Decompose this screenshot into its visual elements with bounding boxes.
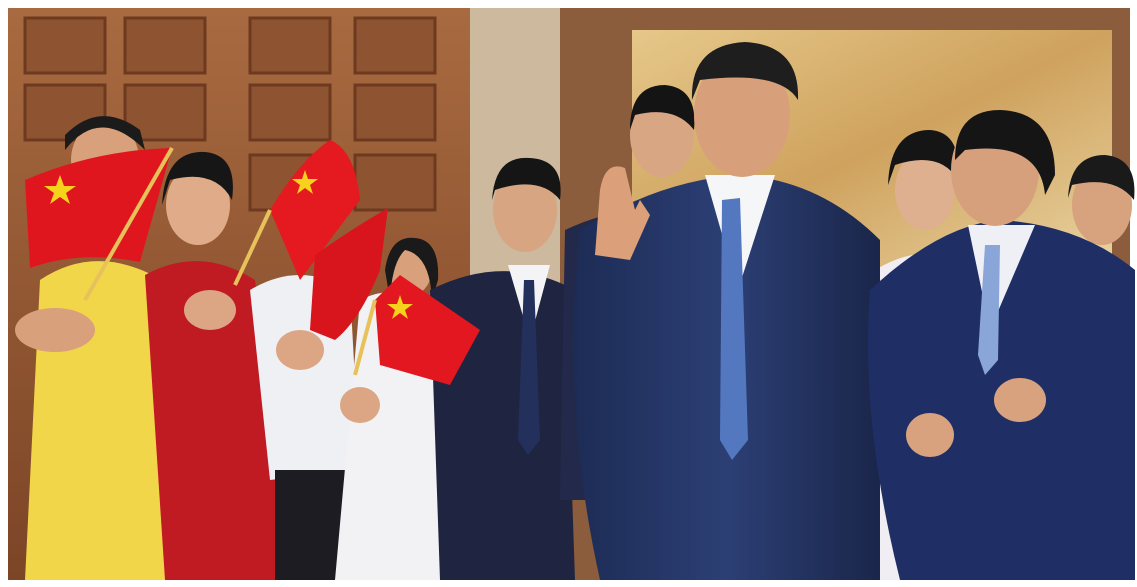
waving-hand — [595, 166, 650, 260]
flag-star — [292, 170, 318, 194]
hair — [65, 116, 145, 150]
panel — [123, 16, 207, 75]
hair — [955, 110, 1055, 195]
man-center — [573, 42, 880, 580]
flag-star — [387, 295, 413, 319]
hair — [888, 130, 959, 185]
woman-red — [145, 151, 290, 580]
hair — [492, 157, 561, 200]
flag-pole — [83, 147, 174, 301]
hand — [994, 378, 1046, 422]
man-right — [868, 110, 1135, 580]
panel — [248, 83, 332, 142]
panel — [353, 16, 437, 75]
flags — [25, 140, 480, 385]
hand — [15, 308, 95, 352]
flag — [310, 208, 388, 340]
face — [694, 53, 790, 177]
tie — [978, 245, 1000, 375]
hair — [691, 42, 799, 100]
hair — [162, 151, 233, 205]
door-panels — [23, 16, 437, 212]
flag — [270, 140, 360, 280]
man-far-right — [1068, 155, 1135, 245]
hair — [1068, 155, 1135, 200]
flag-pole — [233, 209, 272, 286]
hand — [276, 330, 324, 370]
hand — [184, 290, 236, 330]
flag — [25, 148, 172, 268]
hair — [385, 237, 439, 300]
face — [895, 150, 955, 230]
hand — [906, 413, 954, 457]
flag-pole — [353, 299, 377, 376]
dress — [145, 261, 290, 580]
panel — [353, 153, 437, 212]
panel — [248, 16, 332, 75]
face — [493, 168, 557, 252]
hair — [630, 85, 695, 130]
hand — [340, 387, 380, 423]
greeting-hands — [15, 290, 380, 423]
panel — [353, 83, 437, 142]
face — [166, 165, 230, 245]
tie — [720, 198, 748, 460]
flag-star — [44, 175, 76, 204]
panel — [23, 16, 107, 75]
tie — [518, 280, 540, 455]
